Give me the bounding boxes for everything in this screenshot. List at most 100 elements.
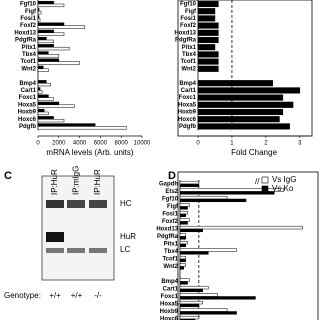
bar [179, 293, 218, 297]
panel-label: C [4, 170, 12, 182]
category-label: Cart1 [163, 287, 179, 293]
blot [41, 175, 115, 281]
bar [37, 58, 60, 62]
bar [179, 281, 188, 285]
category-label: Pdgfb [179, 124, 196, 130]
category-label: Fosl1 [162, 212, 178, 218]
bar [37, 25, 86, 29]
bar [37, 104, 75, 108]
category-label: Gapdh [159, 182, 178, 188]
bar [197, 22, 219, 29]
bar [179, 278, 190, 282]
category-label: Foxf2 [180, 23, 197, 29]
blot-band [46, 248, 64, 253]
bar [37, 44, 54, 48]
blot-band [67, 200, 85, 208]
bar [179, 180, 200, 185]
bar [37, 118, 65, 123]
bar [37, 111, 49, 116]
bar [179, 236, 186, 240]
band-label: HuR [120, 232, 136, 241]
bar [179, 191, 275, 195]
category-label: Hoxb9 [160, 309, 179, 315]
lane-label: IP:HuR [93, 169, 102, 195]
legend-label: Vs IgG [272, 175, 296, 184]
bar [37, 18, 41, 22]
x-tick-label: 0 [36, 141, 40, 147]
bar [37, 82, 51, 87]
category-label: Hoxd13 [14, 30, 36, 36]
category-label: Tcof1 [162, 257, 178, 263]
category-label: Bmp4 [161, 279, 178, 285]
category-label: Bmp4 [179, 81, 196, 87]
bar [197, 15, 216, 22]
category-label: Hoxa5 [18, 102, 37, 108]
category-label: Foxc1 [179, 95, 197, 101]
category-label: Pdgfb [19, 124, 36, 130]
bar [179, 303, 200, 308]
x-tick-label: 3 [298, 141, 302, 147]
category-label: Tbx4 [182, 52, 197, 58]
bar [197, 36, 219, 44]
bar [179, 218, 190, 222]
bar [179, 300, 203, 305]
category-label: Hoxc6 [178, 117, 197, 123]
bar [197, 44, 216, 51]
bar [197, 94, 284, 101]
bar [37, 123, 96, 127]
genotype: +/+ [71, 291, 83, 300]
bar [37, 0, 54, 5]
bar [37, 90, 43, 94]
category-label: Pitx1 [182, 45, 197, 51]
bar [37, 97, 54, 101]
bar [197, 108, 284, 116]
legend-swatch [261, 185, 269, 193]
bar [37, 3, 65, 8]
bar [37, 32, 65, 36]
bar [179, 233, 186, 237]
category-label: Fgf10 [180, 2, 197, 8]
bar [197, 0, 219, 8]
x-tick-label: 6000 [94, 141, 108, 147]
x-axis-label: Fold Change [231, 148, 277, 157]
bar [179, 213, 186, 218]
bar [37, 65, 44, 70]
category-label: Foxf2 [162, 219, 179, 225]
bar [179, 285, 209, 290]
bar [37, 94, 49, 98]
x-axis-label: mRNA levels (Arb. units) [46, 148, 133, 157]
bar [37, 46, 70, 51]
category-label: Tbx4 [164, 249, 179, 255]
category-label: Wnt2 [21, 66, 36, 72]
category-label: Tcof1 [180, 59, 196, 65]
bar [37, 36, 47, 41]
category-label: Foxc1 [19, 95, 37, 101]
bar [179, 258, 186, 263]
category-label: Hoxc6 [160, 317, 179, 320]
category-label: Tbx4 [22, 52, 37, 58]
panel-label: D [168, 170, 176, 182]
lane-label: IP:HuR [50, 169, 59, 195]
category-label: Cart1 [21, 88, 37, 94]
bar [179, 206, 188, 210]
bar [179, 251, 209, 255]
bar [37, 126, 127, 130]
blot-band [46, 200, 64, 208]
category-label: Tcof1 [20, 59, 36, 65]
bar [37, 39, 54, 44]
category-label: Fosi1 [180, 16, 196, 22]
x-tick-label: 10000 [134, 141, 151, 147]
category-label: Fgf10 [20, 2, 37, 8]
genotype: -/- [94, 291, 102, 300]
bar [37, 54, 60, 58]
panel-d-frame [177, 171, 319, 320]
axis-break: // [255, 177, 260, 186]
category-label: Hoxc6 [18, 117, 37, 123]
bar [37, 51, 49, 55]
bar [37, 116, 54, 120]
category-label: Wnt2 [163, 264, 178, 270]
category-label: Hoxb9 [18, 110, 37, 116]
category-label: Hoxd13 [156, 227, 178, 233]
bar [179, 288, 203, 293]
